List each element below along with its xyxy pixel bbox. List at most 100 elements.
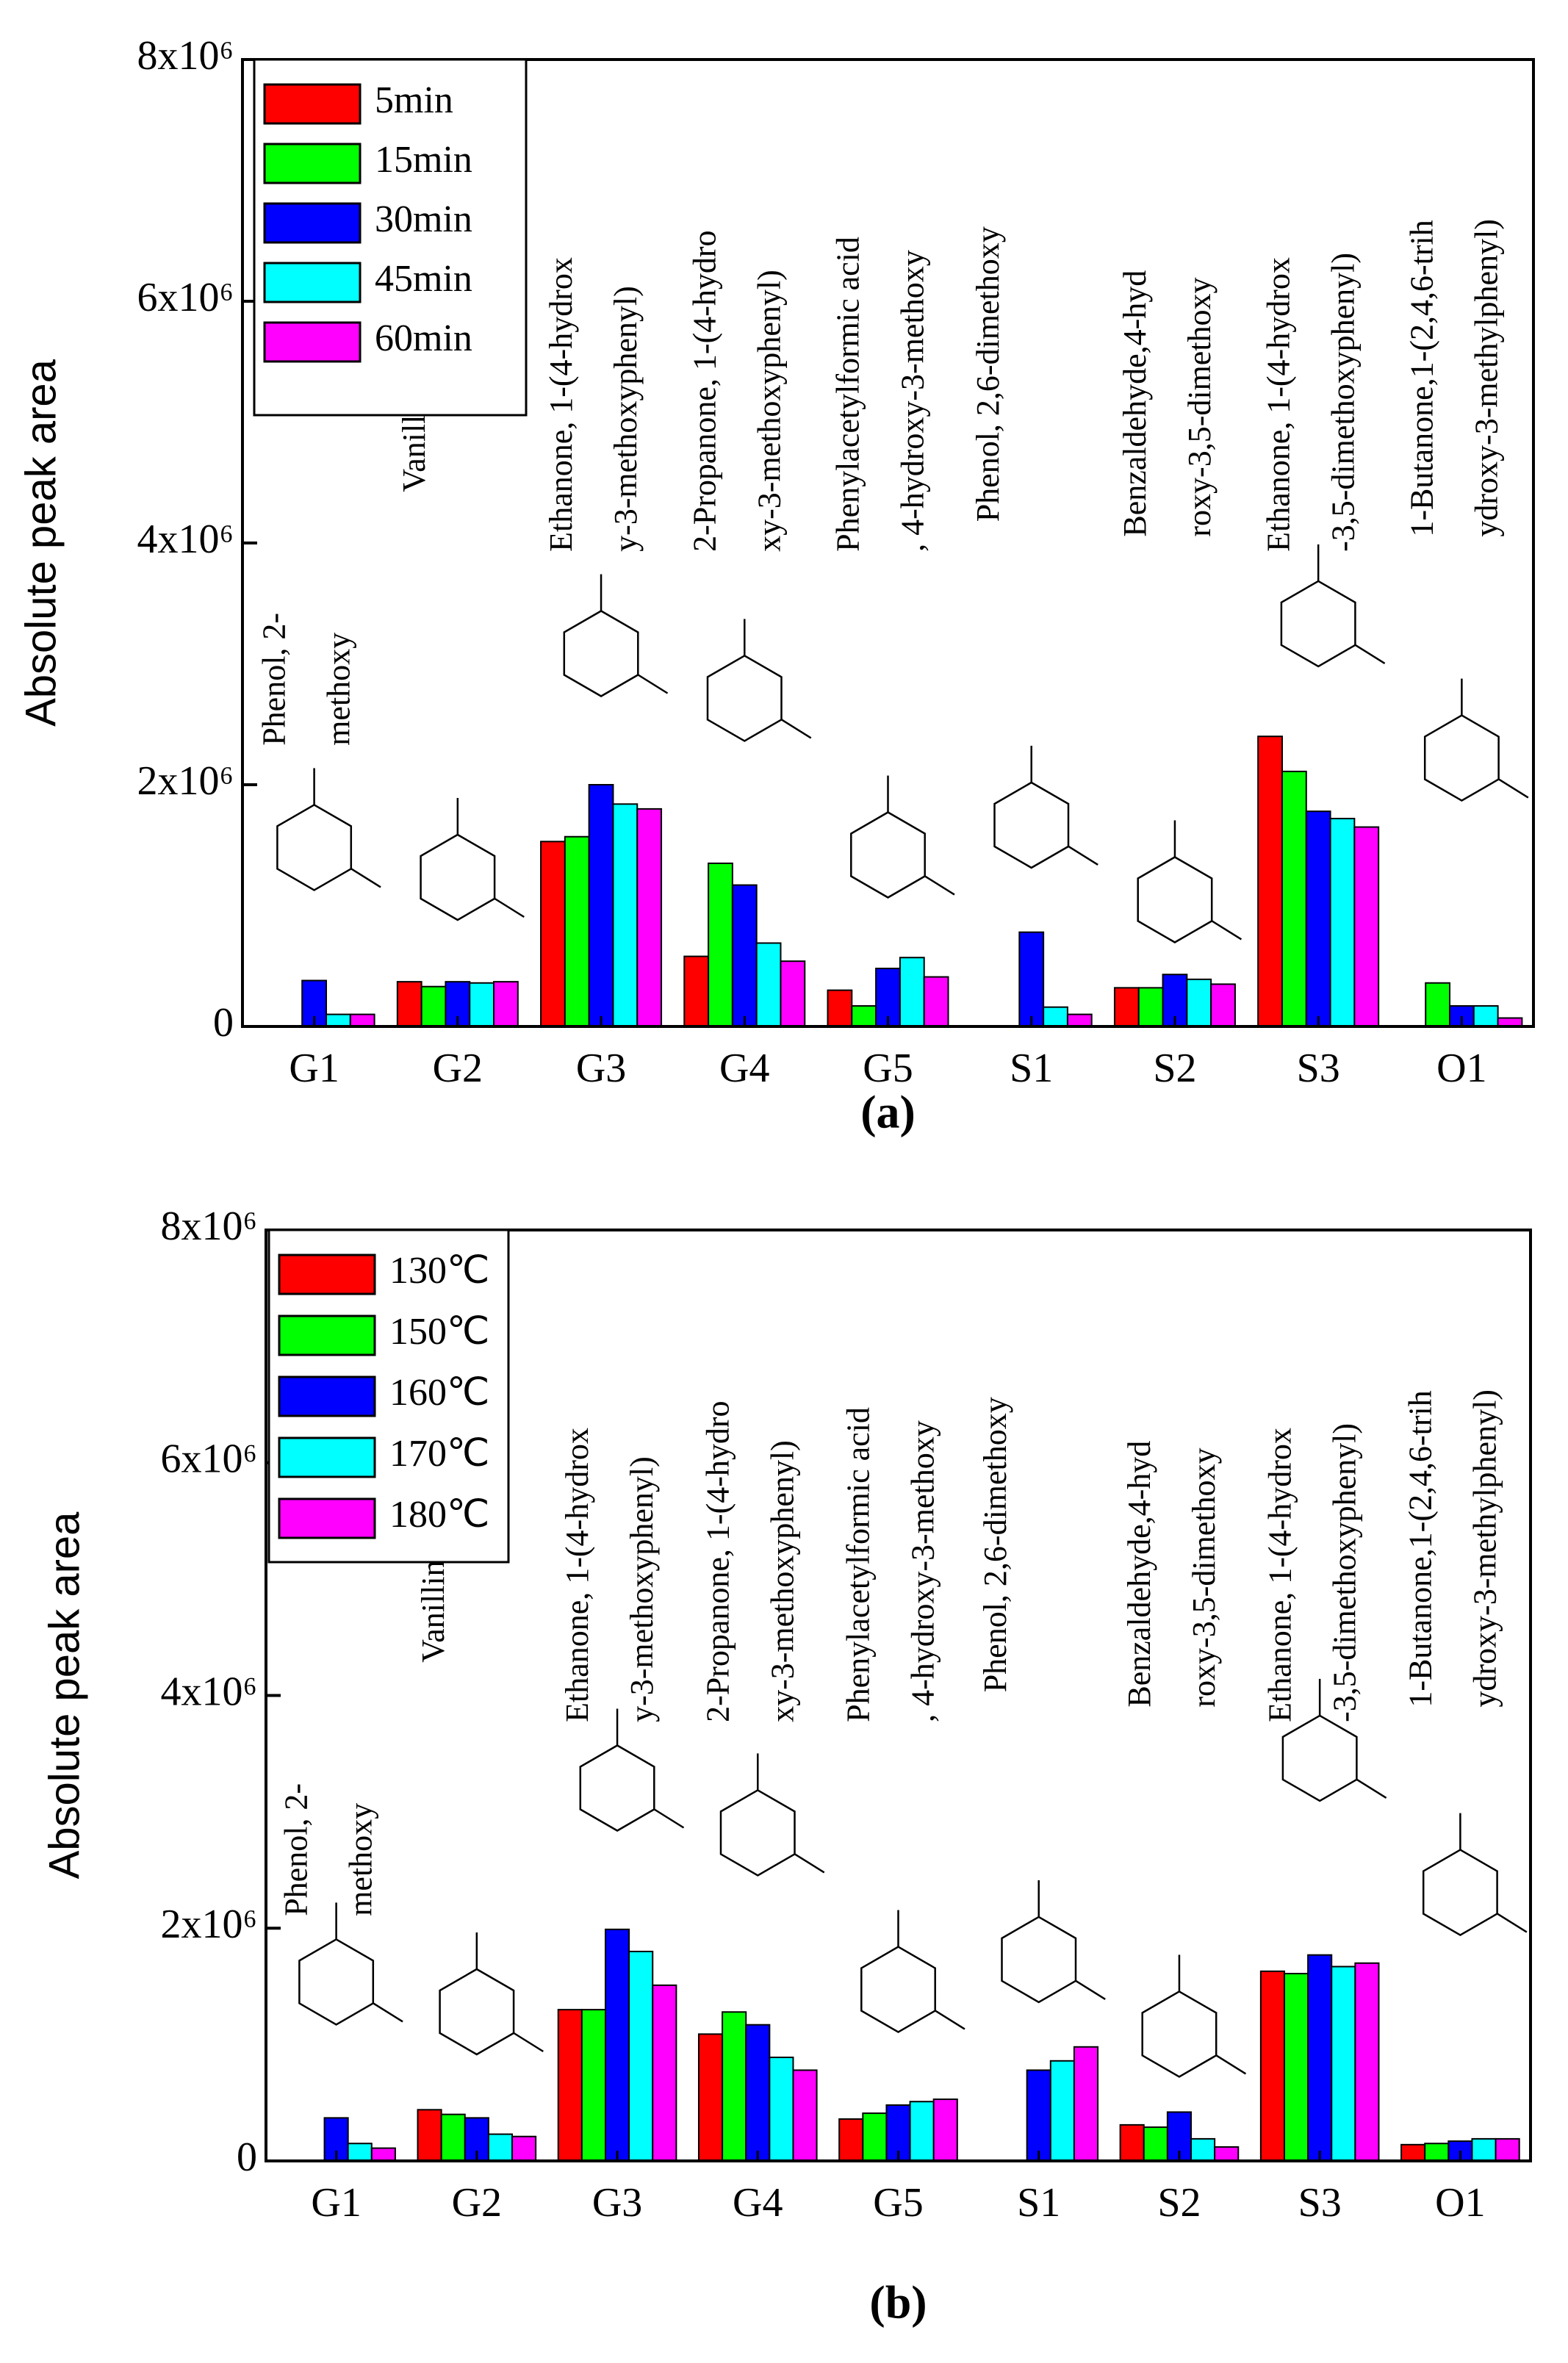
compound-name: Ethanone, 1-(4-hydrox — [1262, 1428, 1298, 1722]
structure-bond — [653, 1808, 685, 1829]
structure-bond — [1354, 644, 1386, 664]
x-tick-label: G4 — [733, 2180, 783, 2226]
compound-name: Phenol, 2,6-dimethoxy — [970, 226, 1006, 522]
legend-label: 30min — [375, 198, 472, 240]
legend-swatch — [278, 1314, 376, 1356]
bar — [932, 2098, 958, 2162]
y-tick-label: 0 — [213, 1000, 234, 1046]
structure-bond — [1356, 1778, 1387, 1799]
compound-name: Benzaldehyde,4-hyd — [1117, 270, 1153, 537]
bar — [628, 1950, 654, 2162]
structure-ring — [1280, 580, 1356, 668]
compound-name: 1-Butanone,1-(2,4,6-trih — [1403, 220, 1439, 536]
compound-name: xy-3-methoxyphenyl) — [751, 270, 787, 552]
bar — [1210, 983, 1236, 1028]
legend-swatch — [278, 1497, 376, 1539]
bar — [420, 985, 447, 1027]
bar — [1281, 770, 1307, 1028]
x-tick-label: S1 — [1010, 1046, 1053, 1091]
structure-ring — [579, 1744, 655, 1832]
bar — [417, 2109, 442, 2162]
legend-label: 15min — [375, 139, 472, 181]
bar — [511, 2135, 537, 2162]
bar — [755, 942, 782, 1027]
structure-bond — [637, 674, 669, 694]
legend-swatch — [263, 83, 362, 125]
bar — [683, 955, 710, 1027]
x-tick-label: G5 — [873, 2180, 923, 2226]
compound-name: -3,5-dimethoxyphenyl) — [1326, 1423, 1362, 1722]
bar — [1190, 2137, 1216, 2162]
compound-name: methoxy — [343, 1803, 379, 1916]
y-tick-label: 2x10⁶ — [137, 758, 234, 804]
structure-ring — [1281, 1714, 1358, 1802]
structure-bond — [794, 1853, 825, 1874]
bar — [708, 862, 733, 1028]
bar — [1143, 2126, 1168, 2162]
bar — [1073, 2046, 1099, 2162]
structure-ring — [439, 1968, 515, 2056]
compound-name: y-3-methoxyphenyl) — [624, 1456, 660, 1722]
structure-bond — [1498, 778, 1529, 799]
compound-name: 1-Butanone,1-(2,4,6-trih — [1402, 1390, 1438, 1707]
legend-swatch — [263, 143, 362, 184]
bar — [604, 1928, 630, 2162]
bar — [780, 960, 806, 1028]
bar — [1214, 2146, 1240, 2162]
x-tick-label: G3 — [592, 2180, 642, 2226]
structure-ring — [850, 811, 926, 899]
bar — [697, 2033, 724, 2162]
structure-bond — [1075, 1979, 1106, 2001]
compound-name: Ethanone, 1-(4-hydrox — [543, 257, 579, 552]
bar — [792, 2069, 818, 2162]
bar — [1026, 2069, 1051, 2162]
structure-ring — [1137, 856, 1213, 943]
legend-swatch — [263, 321, 362, 363]
compound-name: ydroxy-3-methylphenyl) — [1467, 1389, 1503, 1708]
bar — [1049, 2060, 1075, 2162]
compound-name: -3,5-dimethoxyphenyl) — [1325, 253, 1361, 552]
legend-label: 5min — [375, 79, 453, 121]
y-tick-label: 4x10⁶ — [137, 517, 234, 562]
bar — [636, 808, 663, 1028]
bar — [469, 982, 495, 1028]
bar — [1424, 2143, 1450, 2162]
bar — [1329, 818, 1356, 1028]
compound-name: y-3-methoxyphenyl) — [608, 286, 644, 552]
bar — [1425, 982, 1450, 1028]
bar — [326, 1013, 351, 1028]
structure-ring — [420, 833, 496, 921]
structure-ring — [860, 1946, 936, 2034]
bar — [1137, 987, 1164, 1027]
bar — [1472, 1005, 1499, 1028]
bar — [652, 1984, 677, 2162]
structure-ring — [1422, 1849, 1498, 1937]
bar — [1018, 931, 1045, 1027]
bar — [1259, 1970, 1285, 2162]
legend-label: 170℃ — [389, 1433, 489, 1475]
bar — [827, 989, 853, 1028]
bar — [1471, 2137, 1497, 2162]
bar — [1066, 1013, 1093, 1028]
x-tick-label: G5 — [863, 1046, 913, 1091]
structure-ring — [1141, 1990, 1218, 2078]
compound-name: Vanillin — [415, 1560, 451, 1662]
compound-name: Phenol, 2- — [278, 1783, 314, 1916]
bar — [731, 884, 758, 1028]
compound-name: Phenylacetylformic acid — [830, 237, 866, 552]
structure-bond — [924, 875, 955, 896]
bar — [487, 2133, 514, 2162]
bar — [396, 981, 422, 1028]
bar — [1400, 2143, 1426, 2162]
structure-bond — [373, 2002, 403, 2023]
legend-swatch — [278, 1436, 376, 1478]
bar — [370, 2147, 396, 2162]
bar — [493, 981, 519, 1028]
structure-ring — [298, 1938, 375, 2026]
compound-name: Phenol, 2- — [256, 613, 292, 746]
structure-ring — [719, 1788, 796, 1877]
compound-name: roxy-3,5-dimethoxy — [1182, 277, 1218, 536]
compound-name: , 4-hydroxy-3-methoxy — [895, 250, 931, 552]
bar — [564, 835, 590, 1027]
compound-name: Ethanone, 1-(4-hydrox — [559, 1428, 595, 1722]
